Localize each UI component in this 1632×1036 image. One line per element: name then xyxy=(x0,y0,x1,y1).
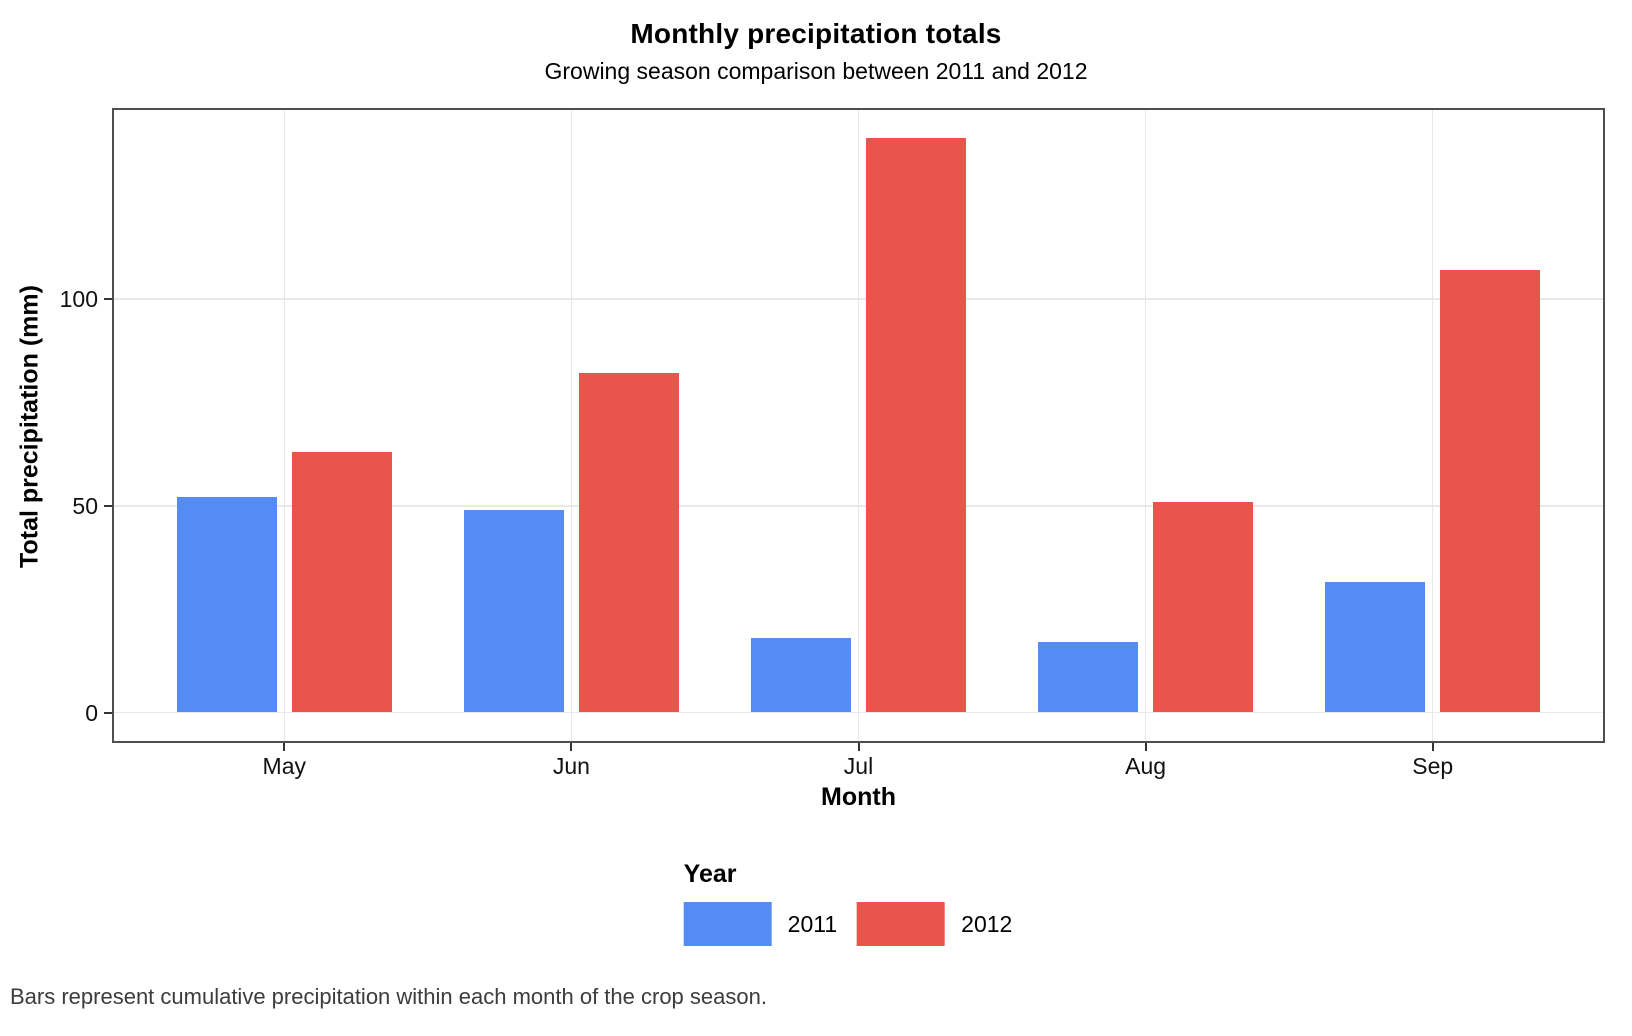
x-tick-label: Jun xyxy=(552,753,590,779)
legend-label-2011: 2011 xyxy=(787,910,838,937)
bar-2011-jun xyxy=(463,509,564,713)
x-axis-tick xyxy=(283,743,286,751)
x-axis-tick xyxy=(857,743,860,751)
y-tick-label: 0 xyxy=(85,699,98,726)
gridline-vertical xyxy=(283,108,286,743)
y-axis-title: Total precipitation (mm) xyxy=(15,285,44,568)
gridline-vertical xyxy=(1431,108,1434,743)
chart-title: Monthly precipitation totals xyxy=(630,18,1002,49)
legend-title: Year xyxy=(683,860,737,888)
y-axis-tick xyxy=(104,504,112,507)
x-tick-label: Aug xyxy=(1125,753,1167,779)
bar-2011-sep xyxy=(1325,582,1426,713)
y-axis-tick xyxy=(104,711,112,714)
legend: Year 2011 2012 xyxy=(683,860,1033,946)
legend-swatch-2011 xyxy=(683,902,772,946)
x-axis-tick xyxy=(1431,743,1434,751)
y-tick-label: 50 xyxy=(72,492,98,519)
x-axis-tick xyxy=(570,743,573,751)
gridline-vertical xyxy=(857,108,860,743)
x-axis-title: Month xyxy=(821,783,896,811)
legend-swatch-2012 xyxy=(857,902,946,946)
y-axis-tick xyxy=(104,298,112,300)
gridline-horizontal xyxy=(112,505,1605,507)
bar-2011-jul xyxy=(751,638,851,713)
bar-2012-aug xyxy=(1153,501,1254,713)
y-tick-label: 100 xyxy=(59,286,98,312)
chart-subtitle: Growing season comparison between 2011 a… xyxy=(544,58,1088,84)
bar-2011-aug xyxy=(1038,642,1139,713)
legend-entries: 2011 2012 xyxy=(683,902,1033,946)
bar-2012-sep xyxy=(1440,270,1541,713)
gridline-horizontal xyxy=(112,298,1605,300)
x-tick-label: Jul xyxy=(843,753,874,779)
gridline-horizontal xyxy=(112,711,1605,714)
bar-2011-may xyxy=(176,497,277,713)
gridline-vertical xyxy=(570,108,573,743)
gridline-vertical xyxy=(1144,108,1147,743)
x-tick-label: Sep xyxy=(1412,753,1454,779)
legend-label-2012: 2012 xyxy=(961,910,1013,937)
x-axis-tick xyxy=(1144,743,1147,751)
bar-2012-jul xyxy=(866,137,966,713)
x-tick-label: May xyxy=(262,753,306,779)
caption: Bars represent cumulative precipitation … xyxy=(10,984,767,1009)
bar-2012-may xyxy=(291,451,392,713)
bar-2012-jun xyxy=(578,373,679,713)
